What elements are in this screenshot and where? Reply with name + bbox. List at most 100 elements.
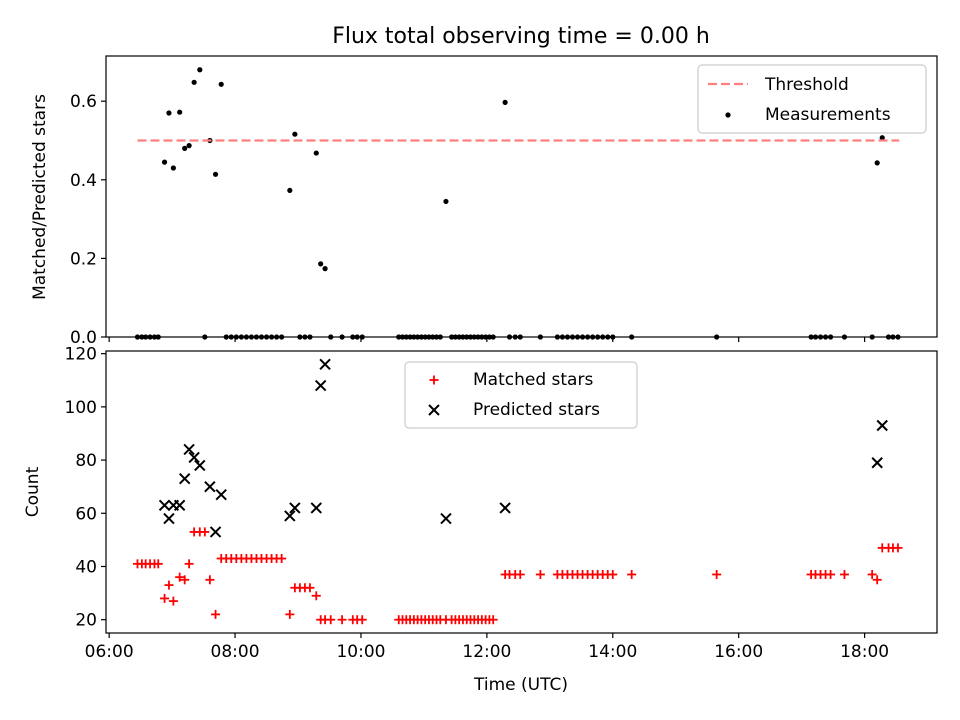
matched-point-16 [211, 609, 221, 619]
measurement-point-11 [186, 143, 192, 149]
legend-matched-marker [429, 375, 439, 385]
bottom-x-tick-label-5: 16:00 [714, 642, 763, 662]
measurement-point-31 [292, 131, 298, 137]
matched-point-71 [515, 569, 525, 579]
matched-point-39 [337, 615, 347, 625]
matched-point-91 [826, 569, 836, 579]
top-plot-frame [105, 55, 938, 338]
predicted-point-8 [204, 480, 216, 493]
predicted-point-15 [319, 358, 331, 371]
matched-point-8 [168, 596, 178, 606]
matched-point-29 [277, 554, 287, 564]
bottom-panel: 20 40 60 80 100 120 06:00 08:00 10:00 12:00 14:00… [23, 345, 938, 695]
top-y-ticks: 0.0 0.2 0.4 0.6 [70, 92, 106, 348]
bottom-y-tick-label-3: 80 [75, 451, 97, 471]
top-y-tick-label-3: 0.6 [70, 92, 97, 112]
bottom-legend-box [404, 361, 638, 429]
measurement-point-16 [212, 171, 219, 177]
predicted-point-10 [215, 488, 227, 501]
matched-point-67 [488, 615, 498, 625]
top-legend-box [697, 64, 927, 134]
chart-title: Flux total observing time = 0.00 h [332, 24, 710, 49]
measurement-point-55 [443, 198, 449, 205]
top-y-tick-label-1: 0.2 [70, 249, 97, 269]
bottom-x-tick-label-2: 10:00 [336, 642, 385, 662]
predicted-point-7 [194, 459, 206, 472]
bottom-x-tick-label-3: 12:00 [462, 642, 511, 662]
matched-point-30 [285, 609, 295, 619]
matched-point-98 [893, 543, 903, 553]
legend-threshold-label: Threshold [764, 75, 849, 95]
legend-matched-label: Matched stars [473, 370, 593, 390]
measurement-point-68 [502, 99, 508, 105]
measurement-point-12 [191, 79, 197, 85]
measurement-point-94 [874, 160, 880, 166]
matched-point-10 [180, 575, 190, 585]
matched-point-14 [200, 527, 210, 537]
top-legend: Threshold Measurements [697, 64, 927, 134]
matched-point-86 [712, 569, 722, 579]
matched-point-11 [184, 559, 194, 569]
predicted-point-13 [310, 502, 322, 514]
measurement-point-13 [197, 67, 203, 73]
legend-predicted-marker [428, 404, 440, 416]
matched-point-38 [326, 615, 336, 625]
bottom-x-tick-label-1: 08:00 [211, 642, 260, 662]
bottom-y-tick-label-2: 60 [75, 504, 97, 524]
top-y-tick-label-2: 0.4 [70, 171, 97, 191]
measurement-point-37 [322, 266, 328, 272]
matched-point-7 [164, 580, 174, 590]
predicted-point-18 [871, 457, 883, 469]
matched-point-15 [205, 575, 215, 585]
measurement-point-7 [166, 110, 172, 116]
legend-measurements-swatch [725, 112, 731, 118]
bottom-x-axis-label: Time (UTC) [473, 675, 568, 695]
measurement-point-17 [218, 81, 224, 87]
measurement-point-10 [182, 145, 188, 151]
measurement-point-30 [287, 187, 293, 194]
matched-point-94 [872, 575, 882, 585]
legend-predicted-swatch [428, 404, 440, 416]
predicted-point-5 [183, 443, 195, 456]
predicted-point-14 [314, 379, 327, 392]
bottom-y-ticks: 20 40 60 80 100 120 [65, 345, 106, 631]
predicted-point-3 [173, 499, 186, 512]
top-panel: 0.0 0.2 0.4 0.6 Matched/Predicted stars Thr… [30, 55, 938, 348]
predicted-point-11 [284, 510, 296, 522]
legend-predicted-label: Predicted stars [473, 400, 600, 420]
matched-point-6 [160, 593, 170, 603]
predicted-point-12 [289, 502, 301, 514]
bottom-plot-frame [105, 350, 938, 634]
predicted-point-17 [499, 502, 511, 514]
matched-point-42 [357, 615, 367, 625]
top-x-ticks [108, 337, 866, 342]
bottom-y-tick-label-5: 120 [65, 345, 97, 365]
bottom-y-tick-label-4: 100 [65, 398, 97, 418]
measurement-point-95 [879, 135, 885, 141]
measurement-point-36 [318, 261, 324, 267]
matched-point-72 [535, 569, 545, 579]
predicted-point-4 [178, 472, 191, 485]
bottom-y-tick-label-0: 20 [75, 611, 97, 631]
matched-point-5 [153, 559, 163, 569]
bottom-x-ticks: 06:00 08:00 10:00 12:00 14:00 16:00 18:00 [85, 633, 889, 662]
matched-point-84 [608, 569, 618, 579]
top-y-axis-label: Matched/Predicted stars [30, 94, 50, 300]
matched-point-85 [627, 569, 637, 579]
predicted-point-6 [188, 451, 200, 464]
bottom-legend: Matched stars Predicted stars [404, 361, 638, 429]
measurement-point-35 [313, 150, 319, 156]
matched-point-9 [175, 572, 185, 582]
predicted-point-19 [876, 419, 888, 432]
measurement-point-6 [161, 159, 168, 165]
matched-point-34 [305, 583, 315, 593]
measurement-point-9 [177, 109, 183, 115]
top-y-tick-label-0: 0.0 [70, 328, 97, 348]
matched-point-92 [839, 569, 849, 579]
count-series [132, 358, 903, 625]
predicted-point-9 [209, 526, 222, 538]
predicted-point-0 [158, 499, 171, 512]
predicted-point-16 [440, 512, 452, 525]
bottom-x-tick-label-0: 06:00 [85, 642, 134, 662]
